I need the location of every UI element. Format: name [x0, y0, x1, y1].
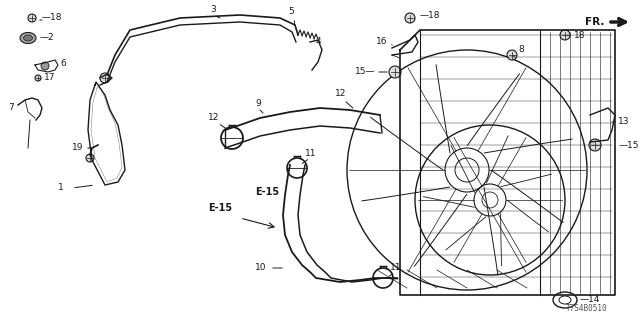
Circle shape — [507, 50, 517, 60]
Circle shape — [86, 154, 94, 162]
Text: —15: —15 — [619, 140, 639, 149]
Text: —18: —18 — [420, 12, 440, 20]
Ellipse shape — [24, 35, 33, 41]
Text: 12: 12 — [208, 114, 220, 123]
Circle shape — [28, 14, 36, 22]
Text: 15—: 15— — [355, 68, 375, 76]
Circle shape — [589, 139, 601, 151]
Text: 11: 11 — [390, 262, 401, 271]
Text: —18: —18 — [42, 13, 63, 22]
Text: 17: 17 — [44, 74, 56, 83]
Circle shape — [41, 62, 49, 70]
Text: 5: 5 — [288, 7, 294, 17]
Text: 12: 12 — [335, 89, 346, 98]
Circle shape — [389, 66, 401, 78]
Text: 16: 16 — [376, 37, 387, 46]
Text: 8: 8 — [518, 45, 524, 54]
Text: 10: 10 — [255, 263, 266, 273]
Text: E-15: E-15 — [208, 203, 232, 213]
Text: 13: 13 — [618, 117, 630, 126]
Text: —2: —2 — [40, 34, 54, 43]
Text: FR.: FR. — [584, 17, 604, 27]
Text: 9: 9 — [255, 99, 260, 108]
Circle shape — [35, 75, 41, 81]
Text: E-15: E-15 — [255, 187, 279, 197]
Text: 3: 3 — [210, 5, 216, 14]
Circle shape — [560, 30, 570, 40]
Circle shape — [100, 73, 110, 83]
Circle shape — [405, 13, 415, 23]
Text: 18: 18 — [574, 30, 586, 39]
Text: —14: —14 — [580, 295, 600, 305]
Text: 7: 7 — [8, 103, 13, 113]
Text: 4: 4 — [316, 37, 322, 46]
Text: T7S4B0510: T7S4B0510 — [566, 304, 608, 313]
Text: 11: 11 — [305, 148, 317, 157]
Text: 6: 6 — [60, 60, 66, 68]
Text: 19: 19 — [72, 143, 83, 153]
Text: 1: 1 — [58, 183, 64, 193]
Ellipse shape — [20, 33, 36, 44]
